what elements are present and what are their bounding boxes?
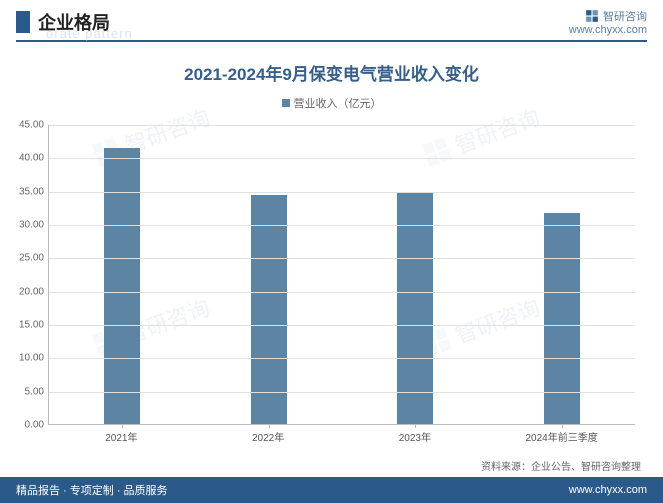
footer-left: 精品报告 · 专项定制 · 品质服务 <box>16 482 168 498</box>
gridline <box>49 225 635 226</box>
plot-area <box>48 125 635 425</box>
footer-right: www.chyxx.com <box>569 484 647 496</box>
bar-slot <box>49 125 196 424</box>
bar <box>104 148 140 424</box>
y-tick-label: 45.00 <box>19 120 44 131</box>
x-axis-labels: 2021年2022年2023年2024年前三季度 <box>48 425 635 445</box>
bar <box>397 193 433 424</box>
gridline <box>49 292 635 293</box>
bar-slot <box>489 125 636 424</box>
bar-slot <box>342 125 489 424</box>
y-tick-label: 0.00 <box>25 420 44 431</box>
gridline <box>49 258 635 259</box>
legend-label: 营业收入（亿元） <box>294 95 382 111</box>
y-tick-label: 5.00 <box>25 386 44 397</box>
y-axis: 0.005.0010.0015.0020.0025.0030.0035.0040… <box>8 125 48 425</box>
y-tick-label: 10.00 <box>19 353 44 364</box>
x-tick-label: 2023年 <box>342 425 489 445</box>
chart-title: 2021-2024年9月保变电气营业收入变化 <box>0 60 663 85</box>
brand-block: 智研咨询 www.chyxx.com <box>569 8 647 36</box>
x-tick-label: 2021年 <box>48 425 195 445</box>
brand-icon <box>585 9 599 23</box>
y-tick-label: 20.00 <box>19 286 44 297</box>
bar <box>251 195 287 424</box>
x-tick-label: 2024年前三季度 <box>488 425 635 445</box>
source-label: 资料来源： <box>481 462 531 473</box>
y-tick-label: 35.00 <box>19 186 44 197</box>
source-text: 企业公告、智研咨询整理 <box>531 462 641 473</box>
bars-container <box>49 125 635 424</box>
y-tick-label: 25.00 <box>19 253 44 264</box>
y-tick-label: 40.00 <box>19 153 44 164</box>
source-line: 资料来源：企业公告、智研咨询整理 <box>481 458 641 473</box>
y-tick-label: 15.00 <box>19 320 44 331</box>
y-tick-label: 30.00 <box>19 220 44 231</box>
gridline <box>49 392 635 393</box>
brand-url: www.chyxx.com <box>569 24 647 36</box>
header-subtitle: orate pattern <box>46 26 133 41</box>
accent-bar <box>16 11 30 33</box>
gridline <box>49 192 635 193</box>
brand-name: 智研咨询 <box>603 8 647 24</box>
gridline <box>49 325 635 326</box>
bar-slot <box>196 125 343 424</box>
gridline <box>49 158 635 159</box>
footer: 精品报告 · 专项定制 · 品质服务 www.chyxx.com <box>0 477 663 503</box>
gridline <box>49 125 635 126</box>
legend: 营业收入（亿元） <box>0 95 663 111</box>
chart-area: 0.005.0010.0015.0020.0025.0030.0035.0040… <box>48 125 635 445</box>
legend-swatch <box>282 99 290 107</box>
gridline <box>49 358 635 359</box>
x-tick-label: 2022年 <box>195 425 342 445</box>
